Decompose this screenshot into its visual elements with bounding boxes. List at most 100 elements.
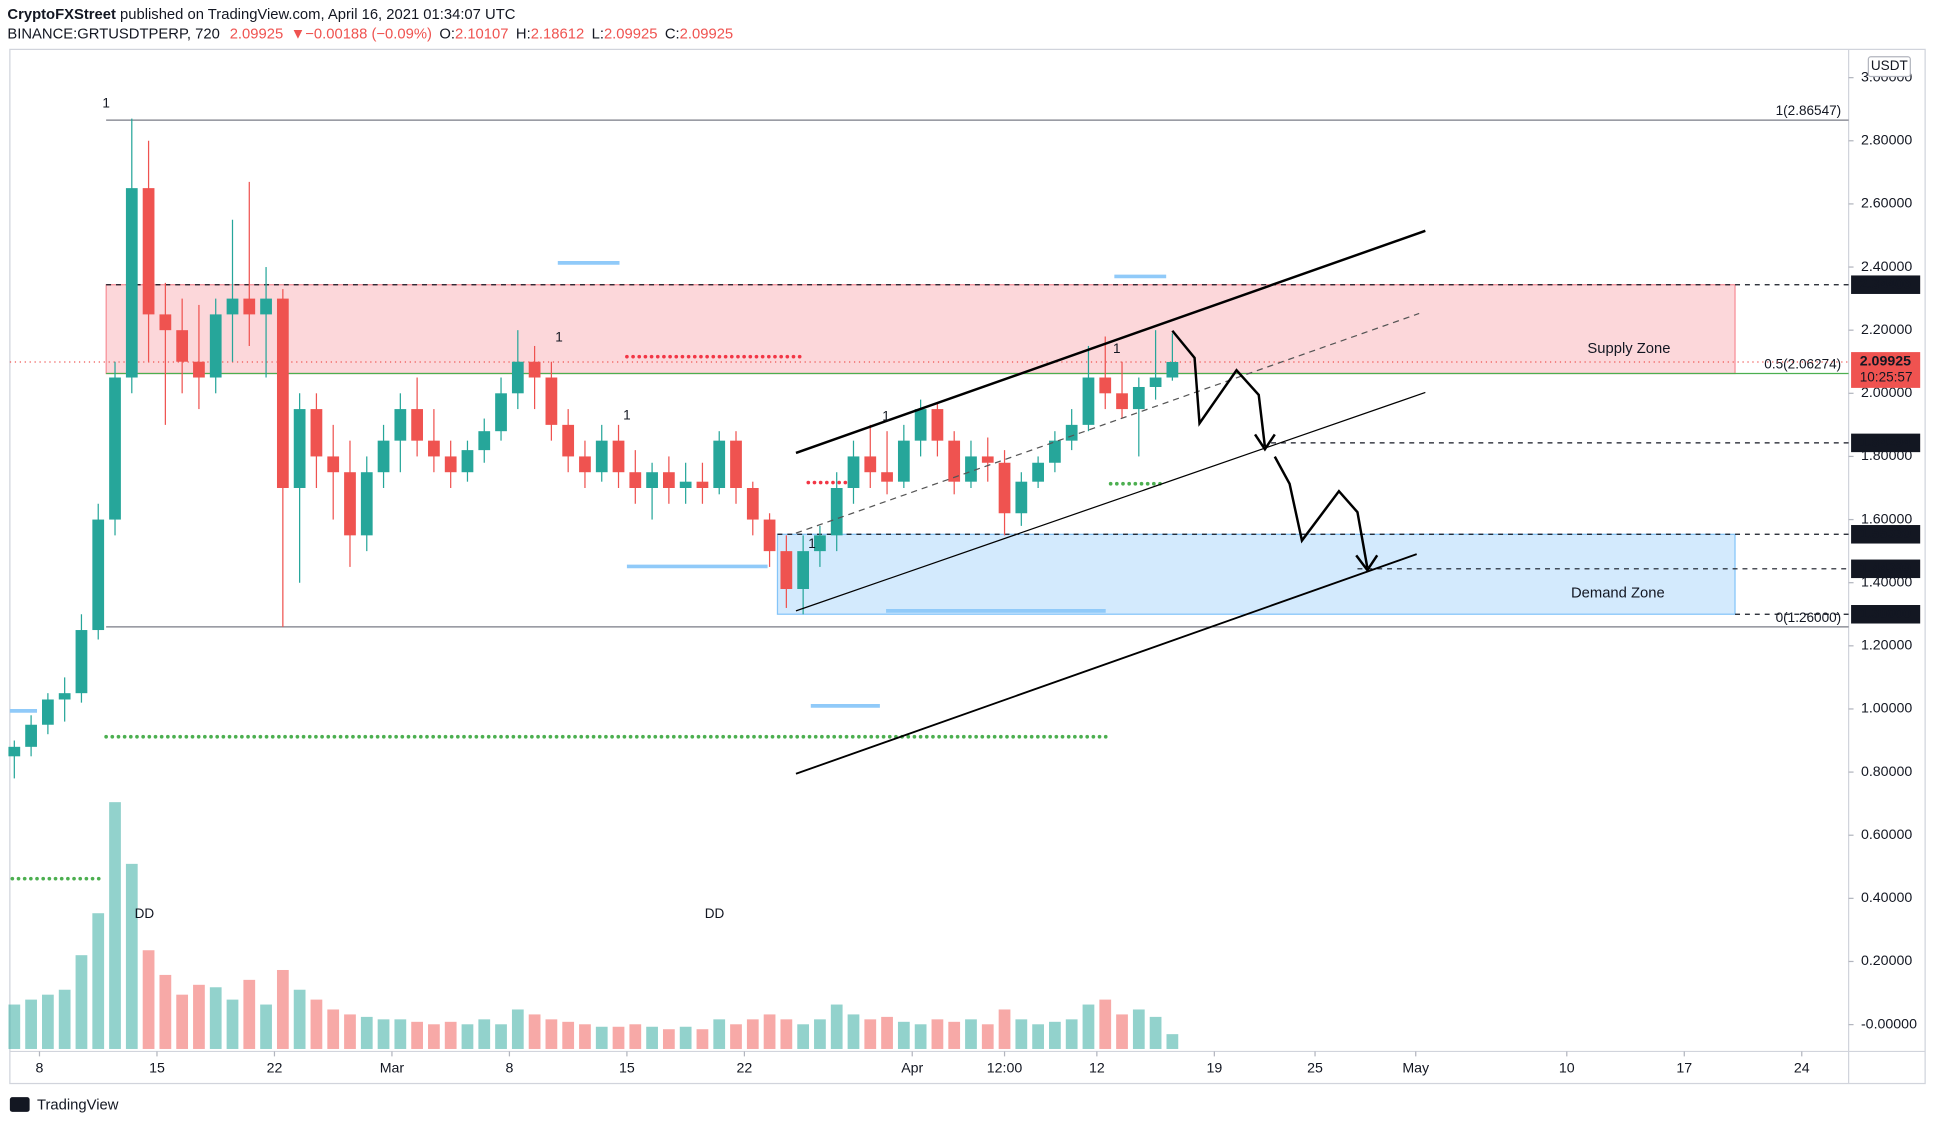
x-tick-label: 12:00	[987, 1060, 1023, 1076]
volume-bar	[1166, 1034, 1179, 1049]
candle-body	[864, 456, 877, 473]
volume-bar	[1116, 1014, 1128, 1049]
candle-body	[981, 456, 994, 463]
candle-body	[763, 519, 776, 552]
chart-frame	[9, 48, 1926, 1085]
level-label: 2.34406	[1860, 276, 1911, 292]
y-tick-label: 2.80000	[1861, 133, 1912, 149]
volume-bar	[730, 1024, 742, 1049]
ohlc-label: O:	[439, 26, 455, 42]
y-tick-label: 2.60000	[1861, 196, 1912, 212]
candle-body	[428, 440, 440, 457]
volume-bar	[478, 1019, 491, 1049]
candle-body	[881, 472, 893, 482]
volume-bar	[176, 994, 189, 1049]
zone	[105, 284, 1736, 375]
candle-body	[495, 393, 507, 432]
volume-bar	[1149, 1016, 1162, 1049]
x-tick-label: 19	[1206, 1060, 1222, 1076]
y-tick-label: 1.20000	[1861, 638, 1912, 654]
volume-bar	[1132, 1009, 1145, 1049]
ohlc-value: 2.18612	[531, 26, 585, 42]
x-tick-label: Apr	[901, 1060, 923, 1076]
candle-body	[545, 377, 558, 425]
x-tick-label: 22	[737, 1060, 753, 1076]
volume-bar	[780, 1019, 793, 1049]
volume-bar	[646, 1026, 658, 1049]
fib-label: 1(2.86547)	[1776, 103, 1842, 118]
volume-bar	[864, 1019, 877, 1049]
candle-body	[461, 450, 474, 473]
zone-label: Demand Zone	[1571, 586, 1665, 602]
candle-body	[109, 377, 121, 520]
volume-bar	[276, 969, 289, 1049]
level-badge	[1851, 433, 1921, 453]
candle-body	[679, 481, 692, 488]
candle-body	[797, 551, 810, 590]
volume-bar	[1049, 1021, 1061, 1049]
candle-body	[830, 487, 843, 536]
level-badge	[1851, 559, 1921, 579]
candle-body	[411, 409, 423, 441]
volume-bar	[528, 1014, 541, 1049]
candle-body	[75, 630, 88, 694]
y-tick-label: 0.60000	[1861, 827, 1912, 843]
candle-body	[209, 314, 222, 378]
x-tick-label: 15	[149, 1060, 165, 1076]
candle-body	[1032, 462, 1044, 482]
candle-body	[159, 314, 172, 331]
volume-bar	[327, 1009, 340, 1049]
candle-body	[377, 440, 390, 473]
candle-body	[42, 699, 54, 725]
volume-bar	[897, 1021, 910, 1049]
candle-body	[92, 519, 105, 631]
change: ▼−0.00188 (−0.09%)	[291, 26, 432, 42]
signal-label: 1	[102, 95, 110, 110]
candle-body	[579, 456, 591, 473]
volume-bar	[142, 950, 155, 1049]
signal-label: 1	[882, 409, 890, 424]
signal-label: 1	[555, 330, 563, 345]
level-label: 1.84294	[1860, 435, 1911, 451]
x-tick-label: 15	[619, 1060, 635, 1076]
volume-bar	[746, 1019, 759, 1049]
volume-bar	[1082, 1004, 1095, 1049]
candle-body	[914, 409, 927, 441]
y-tick-label: 1.00000	[1861, 701, 1912, 717]
fib-label: 0.5(2.06274)	[1764, 356, 1841, 371]
y-tick-label: 0.20000	[1861, 953, 1912, 969]
volume-bar	[344, 1014, 356, 1049]
candle-body	[1166, 361, 1179, 378]
candle-body	[528, 361, 541, 378]
candle-body	[1049, 440, 1061, 463]
candle-body	[713, 440, 726, 488]
volume-bar	[511, 1009, 524, 1049]
volume-bar	[763, 1014, 776, 1049]
candle-body	[327, 456, 340, 473]
signal-label: 1	[623, 407, 631, 422]
level-label: 1.30000	[1860, 606, 1911, 622]
volume-bar	[1099, 999, 1112, 1049]
ohlc-value: 2.09925	[604, 26, 658, 42]
zone	[776, 533, 1736, 615]
volume-bar	[310, 999, 323, 1049]
volume-bar	[260, 1004, 272, 1049]
candle-body	[1015, 481, 1028, 514]
candle-body	[595, 440, 608, 473]
projection-arrow	[1273, 456, 1379, 573]
candle-body	[176, 330, 189, 362]
volume-bar	[914, 1024, 927, 1049]
volume-bar	[75, 955, 88, 1049]
volume-bar	[243, 979, 256, 1049]
candle-body	[360, 472, 373, 536]
signal-label: 1	[808, 536, 816, 551]
ohlc-label: L:	[592, 26, 604, 42]
countdown: 10:25:57	[1860, 370, 1913, 385]
volume-bar	[42, 994, 54, 1049]
candle-body	[1132, 386, 1145, 410]
volume-bar	[713, 1019, 726, 1049]
volume-bar	[428, 1024, 440, 1049]
y-tick-label: 1.80000	[1861, 448, 1912, 464]
level-label: 1.55339	[1860, 526, 1911, 542]
